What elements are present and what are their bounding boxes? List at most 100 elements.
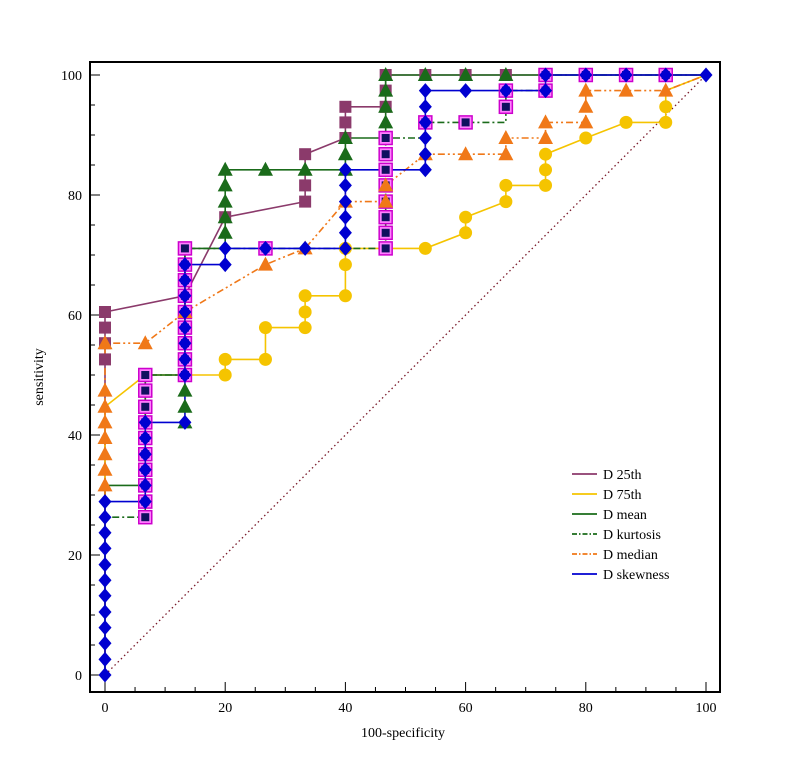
data-point-diamond — [98, 509, 112, 525]
data-point-triangle — [578, 82, 594, 97]
data-point-diamond — [98, 540, 112, 556]
data-point-circle — [459, 226, 473, 240]
data-point-triangle — [217, 193, 233, 208]
data-point-circle — [579, 131, 593, 145]
data-point-square-inner — [180, 244, 189, 253]
data-point-diamond — [178, 367, 192, 383]
data-point-diamond — [98, 557, 112, 573]
data-point-square-inner — [381, 228, 390, 237]
data-point-triangle — [217, 161, 233, 176]
data-point-diamond — [138, 430, 152, 446]
y-axis-title: sensitivity — [32, 348, 47, 406]
data-point-diamond — [298, 240, 312, 256]
data-point-square-inner — [461, 118, 470, 127]
data-point-square-inner — [141, 371, 150, 379]
data-point-square-inner — [141, 513, 150, 522]
data-point-diamond — [338, 177, 352, 193]
data-point-diamond — [138, 494, 152, 510]
x-tick-label: 60 — [459, 701, 473, 716]
data-point-circle — [218, 368, 232, 382]
data-point-circle — [659, 115, 673, 129]
data-point-circle — [539, 147, 553, 161]
x-axis-title: 100-specificity — [361, 726, 445, 741]
legend-label: D mean — [603, 508, 647, 523]
data-point-square-inner — [141, 402, 150, 411]
data-point-diamond — [418, 99, 432, 115]
data-point-diamond — [699, 67, 713, 83]
data-point-square-inner — [381, 165, 390, 174]
data-point-circle — [619, 115, 633, 129]
data-point-diamond — [218, 240, 232, 256]
data-point-diamond — [338, 209, 352, 225]
data-point-diamond — [338, 240, 352, 256]
data-point-diamond — [338, 225, 352, 241]
data-point-triangle — [378, 177, 394, 192]
data-point-square-inner — [501, 102, 510, 111]
data-point-diamond — [98, 525, 112, 541]
x-tick-label: 0 — [102, 701, 109, 716]
data-point-triangle — [97, 414, 113, 429]
data-point-diamond — [178, 304, 192, 320]
data-point-circle — [499, 195, 513, 209]
data-point-square — [99, 306, 111, 318]
data-point-diamond — [178, 414, 192, 430]
data-point-triangle — [378, 98, 394, 113]
data-point-triangle — [97, 382, 113, 397]
data-point-triangle — [578, 114, 594, 129]
markers-d-75th — [218, 100, 673, 382]
data-point-diamond — [98, 604, 112, 620]
data-point-triangle — [498, 146, 514, 161]
data-point-square-inner — [381, 150, 390, 159]
data-point-triangle — [378, 67, 394, 81]
data-point-diamond — [619, 67, 633, 83]
data-point-diamond — [659, 67, 673, 83]
data-point-triangle — [177, 382, 193, 397]
data-point-diamond — [418, 162, 432, 178]
y-tick-label: 100 — [61, 69, 82, 84]
data-point-square — [299, 148, 312, 161]
data-point-circle — [298, 289, 312, 303]
data-point-triangle — [458, 146, 474, 161]
data-point-triangle — [257, 256, 273, 271]
data-point-circle — [298, 321, 312, 335]
x-tick-label: 100 — [696, 701, 717, 716]
data-point-diamond — [459, 83, 473, 99]
data-point-triangle — [538, 130, 554, 144]
data-point-diamond — [138, 462, 152, 478]
data-point-diamond — [418, 83, 432, 99]
data-point-triangle — [658, 82, 674, 97]
data-point-triangle — [97, 477, 113, 492]
data-point-circle — [539, 178, 553, 192]
data-point-diamond — [98, 635, 112, 651]
data-point-diamond — [218, 257, 232, 273]
data-point-triangle — [538, 114, 554, 129]
data-point-triangle — [97, 398, 113, 413]
y-tick-label: 20 — [68, 549, 82, 564]
data-point-square — [99, 321, 111, 334]
markers-d-mean — [177, 67, 514, 429]
data-point-square-inner — [381, 244, 390, 253]
legend-label: D kurtosis — [603, 528, 661, 543]
data-point-triangle — [97, 446, 113, 461]
x-tick-label: 20 — [218, 701, 232, 716]
y-tick-label: 40 — [68, 429, 82, 444]
data-point-diamond — [178, 320, 192, 336]
data-point-triangle — [217, 209, 233, 224]
data-point-circle — [418, 241, 432, 255]
data-point-triangle — [137, 335, 153, 350]
data-point-circle — [338, 258, 352, 272]
data-point-triangle — [217, 224, 233, 239]
data-point-triangle — [337, 130, 353, 144]
data-point-triangle — [578, 98, 594, 113]
legend-label: D median — [603, 548, 658, 563]
x-tick-label: 80 — [579, 701, 593, 716]
data-point-diamond — [418, 146, 432, 162]
data-point-triangle — [498, 130, 514, 144]
data-point-square — [299, 179, 312, 192]
legend-label: D 75th — [603, 488, 642, 503]
data-point-triangle — [378, 82, 394, 97]
data-point-diamond — [138, 414, 152, 430]
data-point-triangle — [618, 82, 634, 97]
